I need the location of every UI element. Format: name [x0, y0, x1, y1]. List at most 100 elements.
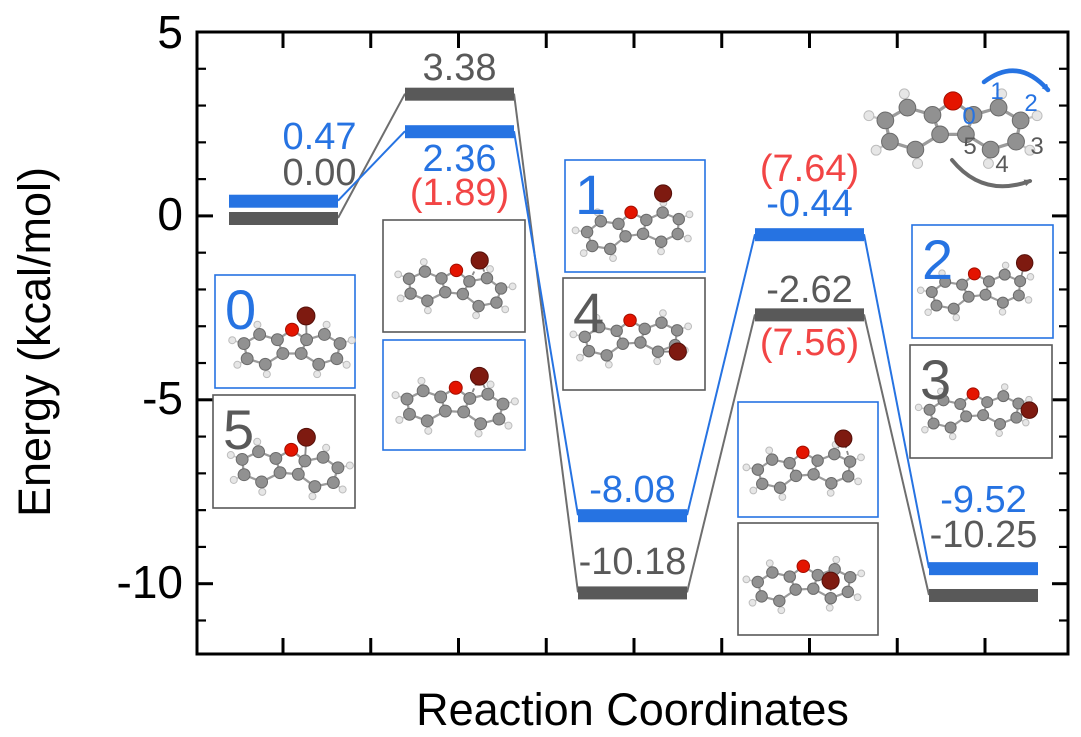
carbon-atom — [610, 324, 623, 338]
molecule-structure-ts2-gray — [742, 555, 866, 615]
carbon-atom — [273, 466, 287, 480]
oxygen-atom — [448, 380, 463, 395]
hydrogen-atom — [749, 486, 758, 495]
carbon-atom — [294, 347, 308, 360]
carbon-atom — [1007, 132, 1025, 151]
level-bar-blue-stage-1 — [405, 125, 514, 139]
carbon-atom — [773, 594, 786, 608]
hydrogen-atom — [938, 269, 946, 277]
carbon-atom — [480, 271, 494, 285]
molecule-box-label-box-4: 4 — [573, 281, 604, 344]
energy-label-blue-stage-4: -9.52 — [940, 479, 1027, 521]
hydrogen-atom — [854, 477, 863, 486]
carbon-atom — [312, 357, 326, 371]
carbon-atom — [944, 421, 957, 434]
carbon-atom — [582, 344, 596, 358]
carbon-atom — [981, 140, 1000, 159]
hydrogen-atom — [857, 453, 865, 462]
carbon-atom — [421, 294, 434, 307]
carbon-atom — [670, 324, 684, 337]
carbon-atom — [490, 296, 503, 309]
carbon-atom — [612, 217, 625, 231]
carbon-atom — [927, 417, 940, 430]
hydrogen-atom — [423, 306, 432, 315]
hydrogen-atom — [474, 429, 483, 438]
molecule-structure-box-0 — [228, 306, 356, 379]
hydrogen-atom — [1022, 418, 1030, 427]
carbon-atom — [773, 481, 787, 494]
hydrogen-atom — [396, 294, 405, 303]
hydrogen-atom — [853, 593, 862, 602]
level-bar-gray-stage-1 — [405, 87, 514, 101]
carbon-atom — [954, 397, 967, 410]
hydrogen-atom — [424, 426, 433, 435]
oxygen-atom — [966, 387, 980, 401]
carbon-atom — [593, 320, 606, 334]
hydrogen-atom — [748, 598, 757, 607]
hydrogen-atom — [916, 286, 925, 295]
hydrogen-atom — [765, 559, 774, 568]
level-bar-blue-stage-3 — [755, 228, 864, 242]
bromine-atom — [296, 306, 316, 326]
carbon-atom — [824, 591, 837, 605]
carbon-atom — [751, 575, 764, 589]
hydrogen-atom — [952, 313, 961, 322]
carbon-atom — [994, 418, 1007, 431]
hydrogen-atom — [579, 249, 588, 258]
carbon-atom — [600, 349, 613, 362]
hydrogen-atom — [419, 258, 428, 266]
carbon-atom — [636, 227, 650, 241]
hydrogen-atom — [338, 485, 347, 494]
hydrogen-atom — [921, 425, 929, 434]
hydrogen-atom — [253, 437, 262, 446]
hydrogen-atom — [262, 370, 271, 379]
scheme-site-label-0: 0 — [962, 103, 975, 130]
carbon-atom — [298, 454, 312, 468]
energy-label-blue-stage-0: 0.47 — [283, 116, 357, 158]
carbon-atom — [811, 454, 824, 467]
connector-gray-1-2 — [513, 93, 579, 593]
y-tick-label: 5 — [157, 6, 183, 58]
carbon-atom — [825, 477, 838, 490]
hydrogen-atom — [229, 475, 238, 484]
molecule-structure-box-2 — [916, 254, 1035, 322]
carbon-atom — [828, 447, 841, 461]
carbon-atom — [270, 333, 284, 347]
y-tick-label: -10 — [117, 556, 183, 608]
carbon-atom — [237, 337, 251, 351]
carbon-atom — [496, 397, 510, 411]
carbon-atom — [1011, 111, 1030, 130]
carbon-atom — [474, 417, 488, 431]
carbon-atom — [998, 268, 1011, 281]
carbon-atom — [651, 345, 665, 358]
molecule-box-frame-box-2 — [911, 224, 1054, 339]
hydrogen-atom — [825, 603, 834, 612]
carbon-atom — [842, 470, 855, 483]
carbon-atom — [655, 316, 668, 329]
carbon-atom — [807, 582, 820, 595]
hydrogen-atom — [657, 247, 665, 256]
carbon-atom — [330, 352, 344, 366]
molecule-box-frame-ts2-blue — [737, 401, 879, 518]
x-axis-title: Reaction Coordinates — [416, 684, 849, 735]
carbon-atom — [1014, 275, 1027, 288]
y-tick-label: 0 — [157, 188, 183, 240]
molecule-box-label-box-0: 0 — [225, 278, 256, 341]
carbon-atom — [418, 265, 432, 278]
carbon-atom — [906, 140, 925, 159]
hydrogen-atom — [924, 308, 932, 317]
carbon-atom — [403, 407, 416, 421]
hydrogen-atom — [391, 391, 400, 400]
carbon-atom — [481, 387, 495, 401]
hydrogen-atom — [394, 270, 403, 279]
carbon-atom — [964, 106, 983, 124]
hydrogen-atom — [996, 88, 1008, 100]
hydrogen-atom — [395, 415, 404, 424]
hydrogen-atom — [765, 446, 774, 455]
hydrogen-atom — [504, 421, 513, 430]
hydrogen-atom — [914, 403, 923, 412]
hydrogen-atom — [863, 110, 875, 122]
hydrogen-atom — [417, 376, 426, 385]
carbon-atom — [756, 477, 769, 491]
